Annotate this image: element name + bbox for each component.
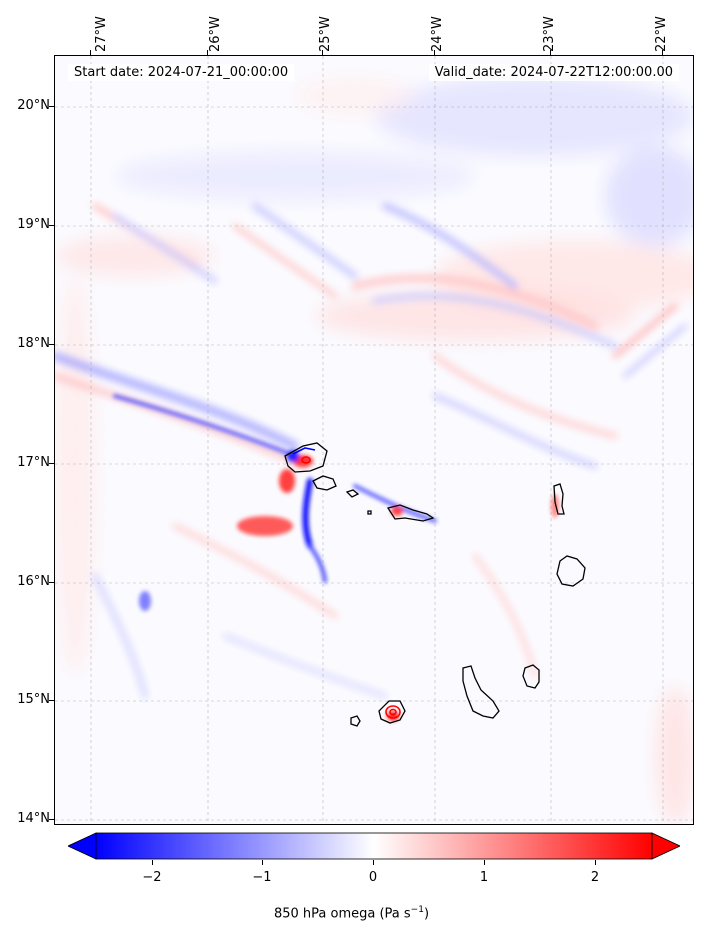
colorbar-tickmark: [262, 860, 263, 865]
background-tint: [55, 76, 693, 824]
longitude-label: 22°W: [654, 16, 669, 52]
island-sao-vicente: [312, 475, 337, 491]
colorbar-label-text: 850 hPa omega (Pa s: [273, 906, 411, 922]
lon-tick: [90, 50, 91, 55]
colorbar-extend-high: [651, 832, 680, 860]
lat-tick: [49, 344, 54, 345]
colorbar-tick-label: 2: [590, 870, 600, 885]
latitude-label: 14°N: [17, 811, 50, 826]
latitude-label: 16°N: [17, 574, 50, 589]
colorbar-gradient: [95, 832, 653, 860]
omega-field-map: [55, 56, 693, 824]
wave-pattern: [55, 203, 687, 699]
start-date-label: Start date: 2024-07-21_00:00:00: [68, 64, 295, 81]
longitude-label: 27°W: [94, 16, 109, 52]
colorbar-tick-label: −2: [142, 870, 162, 885]
island-fogo: [378, 700, 406, 724]
colorbar-tickmark: [373, 860, 374, 865]
colorbar-tickmark: [484, 860, 485, 865]
island-branco: [367, 510, 372, 515]
latitude-label: 19°N: [17, 217, 50, 232]
colorbar-tick-label: −1: [252, 870, 272, 885]
lat-tick: [49, 819, 54, 820]
lon-tick: [550, 50, 551, 55]
colorbar: [68, 832, 680, 860]
longitude-label: 25°W: [318, 16, 333, 52]
colorbar-tick-label: 0: [368, 870, 378, 885]
coastlines: [284, 442, 586, 727]
valid-date-label: Valid_date: 2024-07-22T12:00:00.00: [428, 64, 679, 81]
strong-omega-features: [113, 394, 559, 721]
lon-tick: [322, 50, 323, 55]
latitude-label: 17°N: [17, 455, 50, 470]
latitude-label: 15°N: [17, 692, 50, 707]
colorbar-label-close: ): [423, 906, 430, 922]
gridlines: [55, 56, 693, 824]
island-santa-luzia: [345, 489, 360, 498]
colorbar-tick-label: 1: [479, 870, 489, 885]
longitude-label: 24°W: [430, 16, 445, 52]
lat-tick: [49, 582, 54, 583]
lat-tick: [49, 225, 54, 226]
island-boa-vista: [556, 555, 586, 587]
map-panel: [54, 55, 694, 825]
island-santiago: [462, 665, 500, 719]
colorbar-label-exponent: −1: [410, 905, 424, 915]
lat-tick: [49, 700, 54, 701]
colorbar-extend-low: [68, 832, 97, 860]
island-sal: [553, 483, 565, 515]
lat-tick: [49, 463, 54, 464]
island-santo-antao: [284, 442, 328, 473]
lon-tick: [434, 50, 435, 55]
lon-tick: [662, 50, 663, 55]
island-sao-nicolau: [386, 504, 435, 522]
latitude-label: 20°N: [17, 98, 50, 113]
island-maio: [522, 664, 540, 689]
colorbar-tickmark: [595, 860, 596, 865]
lat-tick: [49, 106, 54, 107]
longitude-label: 23°W: [542, 16, 557, 52]
longitude-label: 26°W: [208, 16, 223, 52]
colorbar-tickmark: [152, 860, 153, 865]
island-brava: [350, 715, 361, 727]
lon-tick: [207, 50, 208, 55]
island-contours: [292, 447, 401, 719]
colorbar-label: 850 hPa omega (Pa s−1): [0, 905, 703, 921]
latitude-label: 18°N: [17, 336, 50, 351]
